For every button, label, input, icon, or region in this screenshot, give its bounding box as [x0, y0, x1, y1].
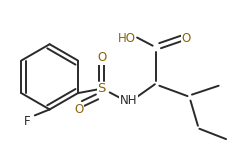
Text: O: O: [97, 51, 106, 64]
Text: F: F: [24, 115, 31, 128]
Text: O: O: [182, 32, 191, 45]
Text: NH: NH: [120, 94, 137, 107]
Text: S: S: [97, 82, 106, 95]
Text: HO: HO: [118, 32, 136, 45]
Text: O: O: [75, 103, 84, 116]
